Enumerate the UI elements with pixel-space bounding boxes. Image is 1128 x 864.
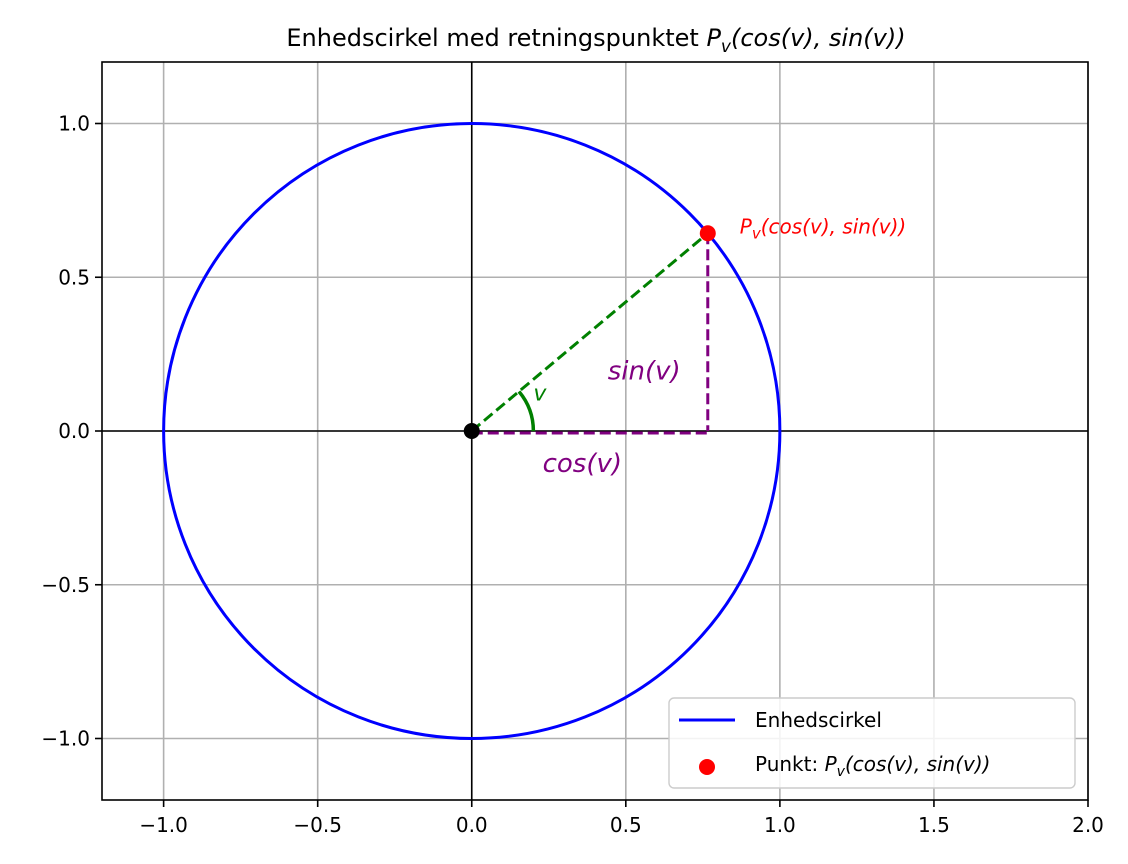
chart-title: Enhedscirkel med retningspunktet Pv(cos(… <box>286 24 905 57</box>
legend: Enhedscirkel Punkt: Pv(cos(v), sin(v)) <box>668 697 1076 789</box>
x-tick-label: 1.0 <box>764 813 796 837</box>
legend-entry-label: Enhedscirkel <box>755 708 882 732</box>
x-tick-label: 0.0 <box>456 813 488 837</box>
cos-label: cos(v) <box>543 449 622 479</box>
origin-point <box>463 423 480 439</box>
x-tick-label: 1.5 <box>918 813 950 837</box>
x-tick-label: 0.5 <box>610 813 642 837</box>
plot-area: Pv(cos(v), sin(v)) sin(v) cos(v) v <box>162 122 906 740</box>
angle-arc <box>517 390 536 432</box>
point-annotation: Pv(cos(v), sin(v)) <box>740 214 906 242</box>
tick-marks <box>95 122 1089 807</box>
tick-labels: −1.0 −0.5 0.0 0.5 1.0 1.5 2.0 −1.0 −0.5 0.0 0.5 1.0 <box>41 112 1103 838</box>
y-tick-label: 0.5 <box>58 265 90 289</box>
x-tick-label: −1.0 <box>139 813 188 837</box>
y-tick-label: 1.0 <box>58 112 90 136</box>
angle-label: v <box>533 381 547 406</box>
legend-marker-swatch <box>699 759 715 775</box>
sin-label: sin(v) <box>608 357 681 387</box>
zero-axes <box>102 62 1088 800</box>
legend-entry-label: Punkt: Pv(cos(v), sin(v)) <box>755 752 990 780</box>
y-tick-label: −0.5 <box>41 573 90 597</box>
y-tick-label: −1.0 <box>41 727 90 751</box>
radius-line <box>470 232 709 433</box>
y-tick-label: 0.0 <box>58 419 90 443</box>
legend-box <box>668 697 1076 789</box>
x-tick-label: 2.0 <box>1072 813 1104 837</box>
unit-circle-series <box>162 122 782 740</box>
direction-point <box>699 225 716 242</box>
x-tick-label: −0.5 <box>293 813 342 837</box>
